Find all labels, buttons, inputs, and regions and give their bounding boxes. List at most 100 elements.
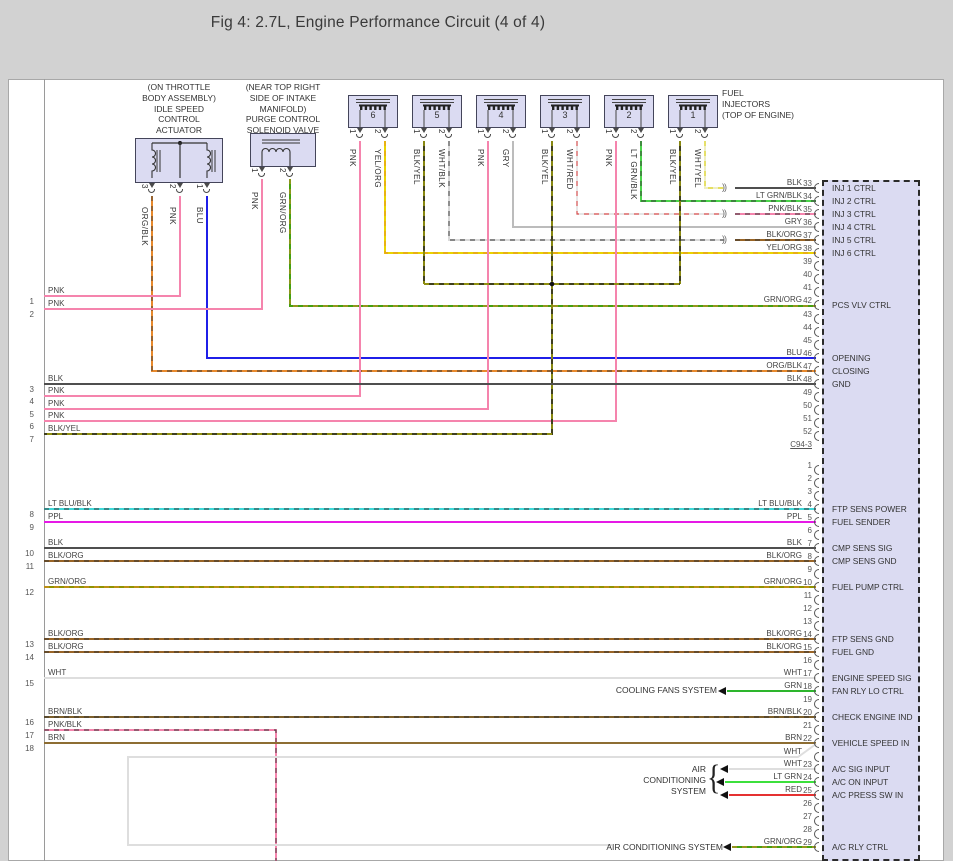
injector-pin-arrow [549, 128, 555, 133]
pcm-pin-cup [814, 430, 819, 441]
pcm-pin-number: 10 [803, 578, 812, 587]
injector-pin-arrow [357, 128, 363, 133]
pcm-pin-number: 33 [803, 179, 812, 188]
pcm-wire-label: WHT [783, 747, 802, 756]
left-row-number: 1 [29, 297, 34, 306]
injector-number: 5 [434, 110, 440, 120]
left-row-number: 16 [25, 718, 34, 727]
pcm-signal-label: FAN RLY LO CTRL [832, 686, 904, 696]
pcm-signal-label: FTP SENS GND [832, 634, 894, 644]
pcm-pin-cup [814, 634, 819, 644]
injector-wire-label: BLK/YEL [540, 149, 549, 185]
cooling-fans-label: COOLING FANS SYSTEM [615, 685, 717, 695]
left-row-number: 11 [25, 562, 34, 571]
pcm-signal-label: ENGINE SPEED SIG [832, 673, 912, 683]
pcm-pin-cup [814, 790, 819, 800]
pcm-wire-label: BLK [786, 373, 802, 383]
injector-number: 6 [370, 110, 376, 120]
pcm-signal-label: FUEL SENDER [832, 517, 891, 527]
pcm-signal-label: FUEL GND [832, 647, 875, 657]
pcm-signal-label: CLOSING [832, 365, 870, 376]
purge-solenoid-box [250, 133, 316, 167]
left-row-number: 9 [29, 523, 34, 532]
pcm-wire-label: BLK [786, 178, 802, 187]
pcm-pin-cup [814, 582, 819, 592]
pcm-signal-label: INJ 3 CTRL [832, 209, 876, 220]
pcm-wire-label: LT GRN [773, 772, 802, 781]
pcm-pin-cup [814, 517, 819, 527]
pcm-wire-label: BLK/ORG [766, 642, 802, 651]
left-row-number: 13 [25, 640, 34, 649]
pcm-pin-number: 5 [807, 513, 812, 522]
pcm-wire-label: GRN/ORG [763, 295, 802, 305]
purge-solenoid-pin-cup [258, 173, 265, 177]
pcm-signal-label: A/C ON INPUT [832, 777, 889, 787]
pcm-pin-cup [814, 183, 819, 193]
pcm-pin-cup [814, 365, 819, 376]
pcm-pin-number: 25 [803, 786, 812, 795]
pcm-pin-number: 21 [803, 721, 812, 730]
left-row-wire-label: PNK [48, 411, 65, 420]
pcm-pin-number: 52 [803, 426, 812, 436]
pcm-pin-cup [814, 777, 819, 787]
pcm-pin-number: 49 [803, 387, 812, 397]
pcm-wire-label: BLK [786, 538, 802, 547]
pcm-pin-number: 46 [803, 348, 812, 358]
pcm-pin-cup [814, 803, 819, 813]
pcm-pin-number: 13 [803, 617, 812, 626]
left-edge-line [44, 79, 45, 861]
injector-wire-label: GRY [501, 149, 510, 168]
pcm-pin-cup [814, 543, 819, 553]
pcm-pin-cup [814, 686, 819, 696]
pcm-pin-cup [814, 764, 819, 774]
pcm-pin-cup [814, 222, 819, 233]
left-row-wire-label: BRN [48, 733, 65, 742]
actuator-pin-cup [176, 189, 183, 193]
injector-wire-label: BLK/YEL [412, 149, 421, 185]
ac-sig-arrow-icon [720, 764, 728, 773]
injector-pin-number: 2 [373, 129, 382, 134]
injector-number: 3 [562, 110, 568, 120]
injector-pin-cup [509, 134, 516, 138]
injector-pin-number: 2 [629, 129, 638, 134]
purge-solenoid-pin-number: 2 [278, 168, 287, 173]
pcm-pin-cup [814, 248, 819, 259]
pcm-wire-label: ORG/BLK [766, 360, 802, 370]
left-row-number: 15 [25, 679, 34, 688]
pcm-pin-cup [814, 339, 819, 350]
pcm-signal-label: A/C PRESS SW IN [832, 790, 904, 800]
pcm-pin-number: 12 [803, 604, 812, 613]
injector-wire-label: PNK [476, 149, 485, 167]
actuator-pin-number: 3 [140, 184, 149, 189]
left-row-wire-label: BLK/ORG [48, 629, 84, 638]
pcm-signal-label: INJ 6 CTRL [832, 248, 876, 259]
connector-id-label: C94-3 [790, 440, 812, 449]
left-row-wire-label: PNK [48, 386, 65, 395]
air-conditioning-label: AIR CONDITIONING SYSTEM [643, 764, 706, 796]
injector-pin-number: 1 [668, 129, 677, 134]
pcm-signal-label: VEHICLE SPEED IN [832, 738, 910, 748]
pcm-pin-number: 41 [803, 283, 812, 293]
pcm-pin-number: 15 [803, 643, 812, 652]
pcm-pin-cup [814, 725, 819, 735]
pcm-wire-label: BLK/ORG [766, 551, 802, 560]
purge-solenoid-pin-cup [286, 173, 293, 177]
injector-pin-arrow [677, 128, 683, 133]
injector-wire-label: WHT/BLK [437, 149, 446, 189]
actuator-pin-number: 1 [195, 184, 204, 189]
injector-pin-number: 1 [604, 129, 613, 134]
injector-pin-arrow [613, 128, 619, 133]
cooling-fans-arrow-icon [718, 686, 726, 695]
pcm-signal-label: CMP SENS SIG [832, 543, 893, 553]
pcm-pin-number: 23 [803, 760, 812, 769]
left-row-number: 2 [29, 310, 34, 319]
pcm-pin-cup [814, 816, 819, 826]
pcm-signal-label: INJ 2 CTRL [832, 196, 876, 207]
injector-pin-cup [637, 134, 644, 138]
left-row-number: 5 [29, 410, 34, 419]
fuel-injectors-caption: FUEL INJECTORS (TOP OF ENGINE) [722, 88, 794, 120]
pcm-signal-label: FUEL PUMP CTRL [832, 582, 904, 592]
air-conditioning-bottom-label: AIR CONDITIONING SYSTEM [606, 842, 723, 852]
pcm-signal-label: OPENING [832, 352, 871, 363]
left-row-number: 14 [25, 653, 34, 662]
